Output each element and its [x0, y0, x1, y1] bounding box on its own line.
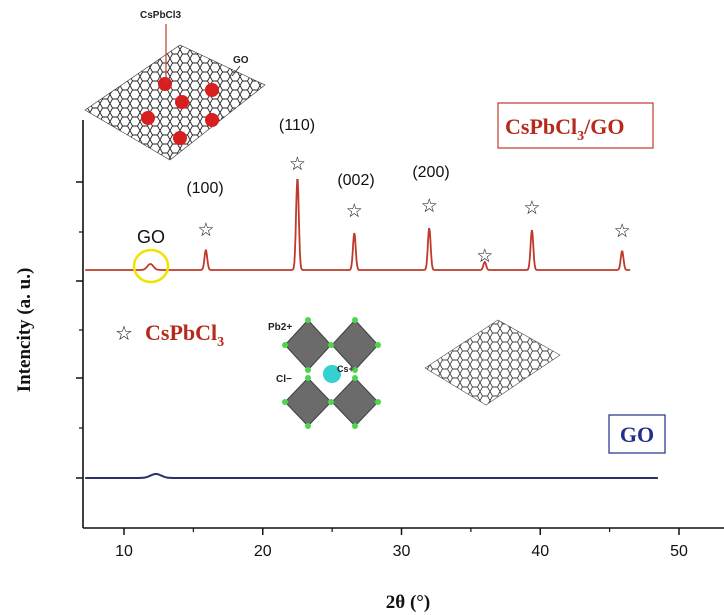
x-tick-label-40: 40: [531, 543, 549, 560]
inset-go-sheet: [424, 319, 561, 406]
x-tick-label-10: 10: [115, 543, 133, 560]
peak-star-markers: ☆ ☆ ☆ ☆ ☆ ☆ ☆: [197, 153, 630, 267]
svg-text:CsPbCl3/GO: CsPbCl3/GO: [505, 114, 624, 144]
legend-box-cspbcl3-go: CsPbCl3/GO: [497, 102, 654, 149]
svg-text:Cl−: Cl−: [276, 374, 292, 385]
peak-label-002: (002): [337, 172, 374, 189]
peak-star-marker: ☆: [289, 153, 306, 175]
svg-text:Pb2+: Pb2+: [268, 322, 292, 333]
go-sheet-graphic: [84, 44, 266, 161]
series-line-cspbcl3-go: [85, 179, 631, 271]
peak-star-marker: ☆: [523, 197, 540, 219]
peak-star-marker: ☆: [614, 220, 631, 242]
y-axis-title: Intencity (a. u.): [14, 268, 35, 393]
svg-text:Cs+: Cs+: [337, 364, 354, 374]
svg-text:CsPbCl3: CsPbCl3: [145, 320, 224, 350]
svg-text:GO: GO: [620, 422, 654, 447]
peak-label-110: (110): [279, 117, 315, 134]
x-tick-label-20: 20: [254, 543, 272, 560]
peak-label-200: (200): [412, 164, 449, 181]
series-line-go: [85, 473, 658, 479]
x-ticks: 10 20 30 40 50: [115, 528, 688, 560]
star-legend: ☆ CsPbCl3: [115, 320, 224, 350]
svg-text:GO: GO: [233, 55, 249, 66]
red-particles: [141, 77, 219, 145]
x-tick-label-30: 30: [393, 543, 411, 560]
peak-star-marker: ☆: [197, 219, 214, 241]
go-peak-highlight-circle: [132, 248, 170, 284]
peak-star-marker: ☆: [476, 245, 493, 267]
inset-cspbcl3-go-schematic: CsPbCl3 GO: [84, 10, 266, 161]
x-axis-title: 2θ (°): [386, 592, 430, 613]
inset-crystal-structure: Pb2+ Cl− Cs+: [268, 317, 381, 429]
peak-star-marker: ☆: [346, 200, 363, 222]
svg-text:CsPbCl3: CsPbCl3: [140, 10, 182, 21]
go-peak-label: GO: [137, 227, 165, 247]
peak-star-marker: ☆: [421, 195, 438, 217]
star-legend-icon: ☆: [115, 321, 133, 345]
x-tick-label-50: 50: [670, 543, 688, 560]
y-ticks: [76, 181, 83, 479]
legend-box-go: GO: [608, 414, 666, 454]
peak-label-100: (100): [186, 180, 223, 197]
